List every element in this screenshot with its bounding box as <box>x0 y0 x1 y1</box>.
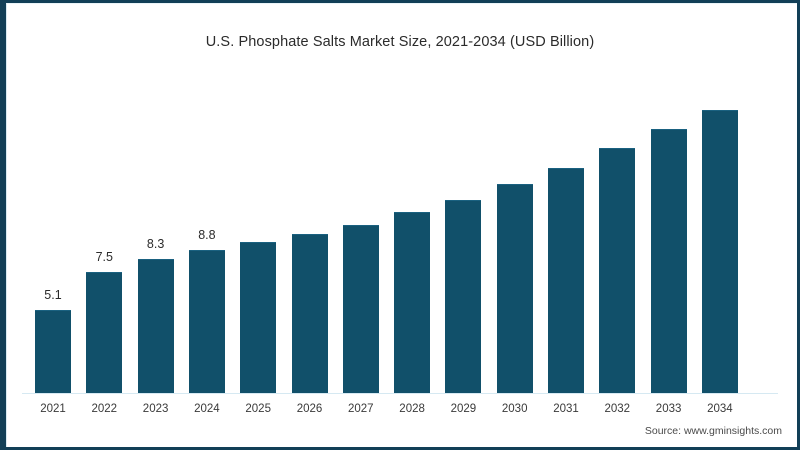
bar-2027 <box>342 224 379 393</box>
bar-value-label-2021: 5.1 <box>44 288 62 303</box>
bar-value-label-2022: 7.5 <box>95 249 113 264</box>
frame-border-top <box>0 0 800 3</box>
frame-border-bottom <box>0 447 800 450</box>
x-axis-tick-2027: 2027 <box>348 403 374 415</box>
bar-2023 <box>137 258 174 393</box>
bar-2024 <box>188 250 225 393</box>
x-axis-tick-2031: 2031 <box>553 403 579 415</box>
bar-2034 <box>701 109 738 393</box>
bar-2028 <box>394 211 431 393</box>
bar-2031 <box>548 167 584 393</box>
x-axis-tick-2029: 2029 <box>450 403 477 415</box>
x-axis-tick-2026: 2026 <box>296 403 323 415</box>
x-axis-tick-2032: 2032 <box>604 403 631 415</box>
bar-2033 <box>650 128 687 393</box>
chart-title: U.S. Phosphate Salts Market Size, 2021-2… <box>205 34 595 50</box>
bar-2026 <box>291 234 328 393</box>
bar-2022 <box>86 271 123 393</box>
bar-2029 <box>445 200 482 393</box>
x-axis-tick-2021: 2021 <box>40 403 66 415</box>
x-axis-tick-2030: 2030 <box>501 403 528 415</box>
x-axis-tick-2028: 2028 <box>399 403 425 415</box>
source-note: Source: www.gminsights.com <box>644 425 782 437</box>
x-axis-tick-2024: 2024 <box>194 403 220 415</box>
x-axis-baseline <box>22 393 778 394</box>
x-axis-tick-2033: 2033 <box>655 403 682 415</box>
frame-border-right <box>797 0 800 450</box>
x-axis-tick-2034: 2034 <box>707 403 733 415</box>
frame-border-left <box>0 0 6 450</box>
x-axis-tick-2023: 2023 <box>142 403 169 415</box>
x-axis-tick-2022: 2022 <box>91 403 118 415</box>
x-axis-tick-2025: 2025 <box>245 403 271 415</box>
bar-2032 <box>599 148 636 393</box>
bar-2030 <box>496 184 533 393</box>
bar-2021 <box>35 310 71 393</box>
bar-value-label-2024: 8.8 <box>198 228 216 243</box>
bar-2025 <box>240 242 277 393</box>
bar-value-label-2023: 8.3 <box>146 236 165 251</box>
